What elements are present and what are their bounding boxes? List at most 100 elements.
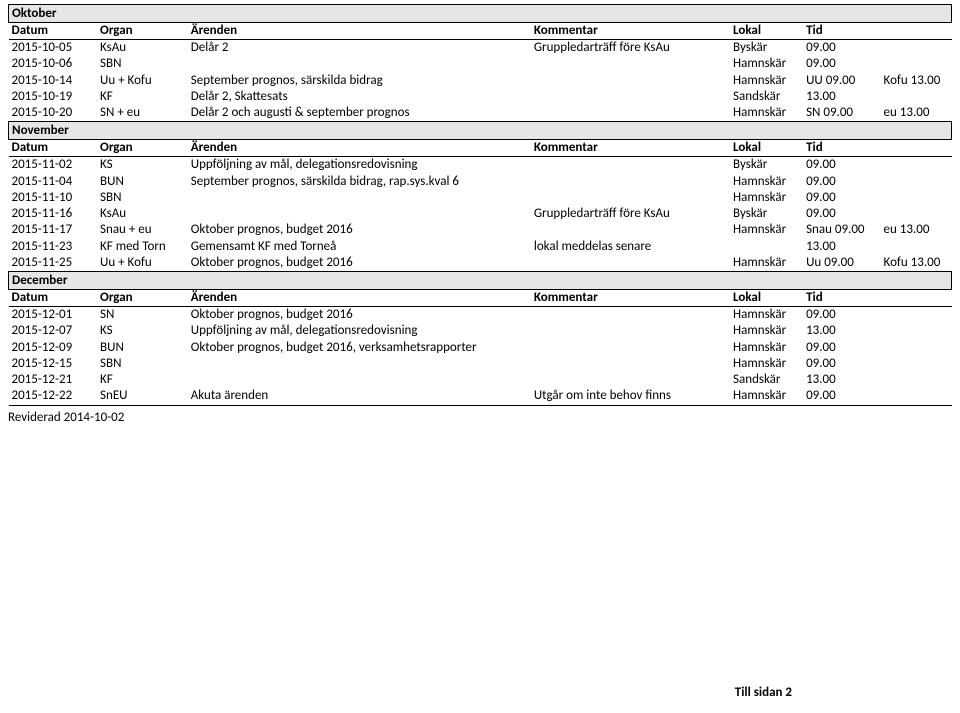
cell-organ: KsAu xyxy=(97,206,188,222)
cell-lokal: Hamnskär xyxy=(730,190,803,206)
table-row: 2015-11-02KSUppföljning av mål, delegati… xyxy=(9,157,952,174)
cell-lokal: Sandskär xyxy=(730,89,803,105)
cell-kommentar xyxy=(531,73,730,89)
cell-tid: SN 09.00 xyxy=(803,105,880,122)
table-row: 2015-10-19KFDelår 2, SkattesatsSandskär1… xyxy=(9,89,952,105)
cell-lokal: Hamnskär xyxy=(730,340,803,356)
cell-tid: UU 09.00 xyxy=(803,73,880,89)
cell-datum: 2015-12-15 xyxy=(9,356,98,372)
cell-datum: 2015-11-25 xyxy=(9,255,98,272)
cell-extra xyxy=(881,40,952,57)
cell-organ: Uu + Kofu xyxy=(97,255,188,272)
cell-datum: 2015-11-17 xyxy=(9,222,98,238)
cell-extra xyxy=(881,89,952,105)
cell-datum: 2015-10-06 xyxy=(9,56,98,72)
table-row: 2015-12-07KSUppföljning av mål, delegati… xyxy=(9,323,952,339)
cell-extra xyxy=(881,190,952,206)
cell-extra xyxy=(881,388,952,405)
cell-extra: Kofu 13.00 xyxy=(881,255,952,272)
col-header-extra xyxy=(881,290,952,307)
cell-extra: eu 13.00 xyxy=(881,105,952,122)
cell-tid: 09.00 xyxy=(803,206,880,222)
cell-datum: 2015-12-22 xyxy=(9,388,98,405)
page-footer: Till sidan 2 xyxy=(8,685,952,700)
cell-lokal: Hamnskär xyxy=(730,255,803,272)
cell-extra xyxy=(881,307,952,324)
table-row: 2015-10-14Uu + KofuSeptember prognos, sä… xyxy=(9,73,952,89)
cell-extra: eu 13.00 xyxy=(881,222,952,238)
cell-organ: SBN xyxy=(97,190,188,206)
cell-datum: 2015-12-09 xyxy=(9,340,98,356)
cell-organ: BUN xyxy=(97,340,188,356)
table-row: 2015-11-17Snau + euOktober prognos, budg… xyxy=(9,222,952,238)
cell-tid: 13.00 xyxy=(803,323,880,339)
col-header-arenden: Ärenden xyxy=(188,140,531,157)
cell-arenden: Uppföljning av mål, delegationsredovisni… xyxy=(188,157,531,174)
cell-tid: 13.00 xyxy=(803,89,880,105)
cell-kommentar xyxy=(531,372,730,388)
cell-lokal: Hamnskär xyxy=(730,222,803,238)
cell-datum: 2015-10-05 xyxy=(9,40,98,57)
cell-tid: 13.00 xyxy=(803,239,880,255)
table-row: 2015-12-22SnEUAkuta ärendenUtgår om inte… xyxy=(9,388,952,405)
cell-organ: KF med Torn xyxy=(97,239,188,255)
cell-datum: 2015-10-14 xyxy=(9,73,98,89)
cell-arenden: Gemensamt KF med Torneå xyxy=(188,239,531,255)
cell-arenden: September prognos, särskilda bidrag, rap… xyxy=(188,174,531,190)
cell-tid: 09.00 xyxy=(803,307,880,324)
cell-organ: KS xyxy=(97,157,188,174)
table-row: 2015-12-15SBNHamnskär09.00 xyxy=(9,356,952,372)
cell-extra xyxy=(881,56,952,72)
cell-extra xyxy=(881,157,952,174)
cell-kommentar xyxy=(531,340,730,356)
cell-kommentar xyxy=(531,157,730,174)
cell-lokal: Byskär xyxy=(730,40,803,57)
cell-arenden: Akuta ärenden xyxy=(188,388,531,405)
col-header-organ: Organ xyxy=(97,23,188,40)
cell-lokal: Hamnskär xyxy=(730,356,803,372)
cell-lokal: Hamnskär xyxy=(730,73,803,89)
cell-arenden: Uppföljning av mål, delegationsredovisni… xyxy=(188,323,531,339)
table-row: 2015-11-25Uu + KofuOktober prognos, budg… xyxy=(9,255,952,272)
cell-kommentar: Gruppledarträff före KsAu xyxy=(531,40,730,57)
cell-organ: KF xyxy=(97,89,188,105)
col-header-datum: Datum xyxy=(9,290,98,307)
table-row: 2015-10-06SBNHamnskär09.00 xyxy=(9,56,952,72)
cell-kommentar: Gruppledarträff före KsAu xyxy=(531,206,730,222)
cell-arenden: Delår 2 och augusti & september prognos xyxy=(188,105,531,122)
cell-lokal: Byskär xyxy=(730,157,803,174)
cell-extra xyxy=(881,356,952,372)
cell-arenden xyxy=(188,356,531,372)
cell-arenden: Oktober prognos, budget 2016 xyxy=(188,255,531,272)
col-header-lokal: Lokal xyxy=(730,140,803,157)
cell-arenden xyxy=(188,190,531,206)
cell-kommentar xyxy=(531,307,730,324)
cell-lokal: Hamnskär xyxy=(730,174,803,190)
month-header: November xyxy=(9,122,952,140)
cell-organ: KsAu xyxy=(97,40,188,57)
cell-tid: Uu 09.00 xyxy=(803,255,880,272)
col-header-kommentar: Kommentar xyxy=(531,290,730,307)
cell-extra xyxy=(881,239,952,255)
cell-datum: 2015-11-04 xyxy=(9,174,98,190)
col-header-kommentar: Kommentar xyxy=(531,140,730,157)
col-header-extra xyxy=(881,140,952,157)
col-header-tid: Tid xyxy=(803,23,880,40)
cell-lokal: Hamnskär xyxy=(730,56,803,72)
cell-extra xyxy=(881,206,952,222)
cell-arenden xyxy=(188,56,531,72)
col-header-datum: Datum xyxy=(9,140,98,157)
cell-extra: Kofu 13.00 xyxy=(881,73,952,89)
cell-tid: 09.00 xyxy=(803,356,880,372)
cell-lokal: Hamnskär xyxy=(730,307,803,324)
cell-datum: 2015-12-07 xyxy=(9,323,98,339)
cell-arenden: September prognos, särskilda bidrag xyxy=(188,73,531,89)
table-row: 2015-12-21KFSandskär13.00 xyxy=(9,372,952,388)
col-header-datum: Datum xyxy=(9,23,98,40)
month-header: December xyxy=(9,272,952,290)
cell-kommentar xyxy=(531,105,730,122)
cell-organ: Snau + eu xyxy=(97,222,188,238)
cell-tid: 09.00 xyxy=(803,40,880,57)
cell-datum: 2015-11-16 xyxy=(9,206,98,222)
table-row: 2015-11-23KF med TornGemensamt KF med To… xyxy=(9,239,952,255)
